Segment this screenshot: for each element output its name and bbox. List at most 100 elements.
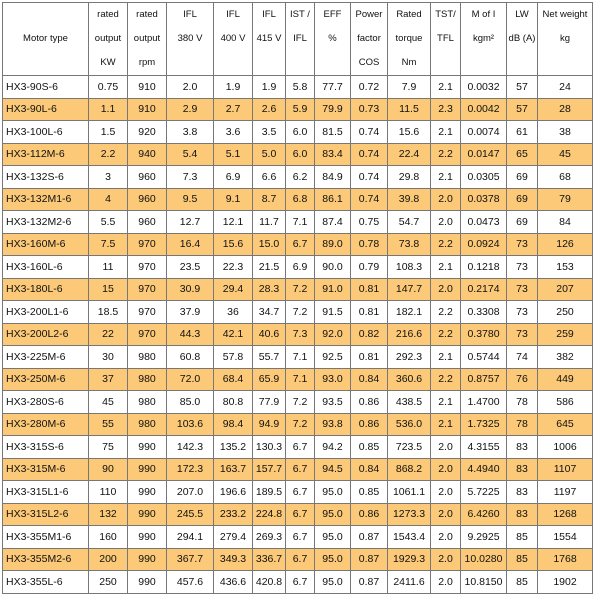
value-cell: 0.81 (350, 345, 388, 369)
value-cell: 3.6 (213, 120, 253, 144)
header-row: Motor type rated output KW rated output rpm IFL… (2, 2, 593, 76)
value-cell: 92.5 (314, 345, 351, 369)
value-cell: 6.7 (285, 435, 315, 459)
motor-type-cell: HX3-355M2-6 (2, 547, 89, 571)
header-text: output (133, 33, 161, 44)
value-cell: 157.7 (252, 457, 286, 481)
header-cell: rated output KW (88, 2, 128, 76)
value-cell: 110 (88, 480, 128, 504)
value-cell: 38 (537, 120, 593, 144)
value-cell: 108.3 (387, 255, 431, 279)
value-cell: 196.6 (213, 480, 253, 504)
motor-type-cell: HX3-280M-6 (2, 412, 89, 436)
value-cell: 37 (88, 367, 128, 391)
header-cell: TST/TFL (430, 2, 461, 76)
value-cell: 990 (127, 525, 167, 549)
value-cell: 7.5 (88, 232, 128, 256)
value-cell: 89.0 (314, 232, 351, 256)
value-cell: 78 (506, 412, 538, 436)
value-cell: 15 (88, 277, 128, 301)
header-cell: Power factor COS (350, 2, 388, 76)
value-cell: 382 (537, 345, 593, 369)
value-cell: 163.7 (213, 457, 253, 481)
value-cell: 95.0 (314, 480, 351, 504)
value-cell: 172.3 (166, 457, 214, 481)
value-cell: 2.1 (430, 165, 461, 189)
value-cell: 0.0147 (460, 142, 507, 166)
value-cell: 28 (537, 97, 593, 121)
value-cell: 98.4 (213, 412, 253, 436)
value-cell: 2.2 (430, 232, 461, 256)
motor-type-cell: HX3-200L2-6 (2, 322, 89, 346)
value-cell: 0.86 (350, 390, 388, 414)
motor-type-cell: HX3-90S-6 (2, 75, 89, 99)
value-cell: 16.4 (166, 232, 214, 256)
value-cell: 4.4940 (460, 457, 507, 481)
table-row: HX3-225M-6 30 980 60.8 57.8 55.7 7.1 92.5 0.81 29… (2, 345, 593, 369)
value-cell: 960 (127, 210, 167, 234)
value-cell: 6.0 (285, 120, 315, 144)
value-cell: 0.0032 (460, 75, 507, 99)
motor-type-cell: HX3-132S-6 (2, 165, 89, 189)
value-cell: 207 (537, 277, 593, 301)
value-cell: 438.5 (387, 390, 431, 414)
value-cell: 0.74 (350, 187, 388, 211)
table-row: HX3-90S-6 0.75 910 2.0 1.9 1.9 5.8 77.7 0.72 7.9 2… (2, 75, 593, 99)
value-cell: 79.9 (314, 97, 351, 121)
value-cell: 980 (127, 390, 167, 414)
motor-type-cell: HX3-315L1-6 (2, 480, 89, 504)
value-cell: 250 (88, 570, 128, 594)
motor-type-cell: HX3-180L-6 (2, 277, 89, 301)
table-row: HX3-200L1-6 18.5 970 37.9 36 34.7 7.2 91.5 0.81 1… (2, 300, 593, 324)
header-text: LW (515, 9, 529, 20)
value-cell: 22.4 (387, 142, 431, 166)
value-cell: 29.4 (213, 277, 253, 301)
header-cell: rated output rpm (127, 2, 167, 76)
value-cell: 0.8757 (460, 367, 507, 391)
value-cell: 93.5 (314, 390, 351, 414)
value-cell: 2.2 (430, 300, 461, 324)
header-cell: IFL 380 V (166, 2, 214, 76)
value-cell: 233.2 (213, 502, 253, 526)
value-cell: 11.5 (387, 97, 431, 121)
value-cell: 2.1 (430, 120, 461, 144)
value-cell: 73 (506, 255, 538, 279)
value-cell: 910 (127, 75, 167, 99)
value-cell: 990 (127, 435, 167, 459)
value-cell: 6.8 (285, 187, 315, 211)
table-row: HX3-160L-6 11 970 23.5 22.3 21.5 6.9 90.0 0.79 10… (2, 255, 593, 279)
value-cell: 970 (127, 322, 167, 346)
table-row: HX3-315L2-6 132 990 245.5 233.2 224.8 6.7 95.0 0… (2, 502, 593, 526)
value-cell: 0.79 (350, 255, 388, 279)
table-row: HX3-100L-6 1.5 920 3.8 3.6 3.5 6.0 81.5 0.74 15.6… (2, 120, 593, 144)
value-cell: 2.3 (430, 97, 461, 121)
value-cell: 1.4700 (460, 390, 507, 414)
value-cell: 73 (506, 322, 538, 346)
value-cell: 0.0378 (460, 187, 507, 211)
value-cell: 6.7 (285, 502, 315, 526)
value-cell: 61 (506, 120, 538, 144)
value-cell: 0.78 (350, 232, 388, 256)
value-cell: 294.1 (166, 525, 214, 549)
value-cell: 2.9 (166, 97, 214, 121)
value-cell: 0.82 (350, 322, 388, 346)
header-text: TST/ (435, 9, 456, 20)
header-text: IFL (183, 9, 197, 20)
value-cell: 12.7 (166, 210, 214, 234)
header-cell: M of I kgm² (460, 2, 507, 76)
value-cell: 2.0 (430, 210, 461, 234)
value-cell: 126 (537, 232, 593, 256)
value-cell: 83 (506, 457, 538, 481)
value-cell: 990 (127, 502, 167, 526)
value-cell: 95.0 (314, 547, 351, 571)
header-cell: LW dB (A) (506, 2, 538, 76)
value-cell: 970 (127, 300, 167, 324)
value-cell: 76 (506, 367, 538, 391)
value-cell: 9.1 (213, 187, 253, 211)
value-cell: 207.0 (166, 480, 214, 504)
value-cell: 73.8 (387, 232, 431, 256)
value-cell: 2.7 (213, 97, 253, 121)
value-cell: 24 (537, 75, 593, 99)
value-cell: 1543.4 (387, 525, 431, 549)
table-row: HX3-112M-6 2.2 940 5.4 5.1 5.0 6.0 83.4 0.74 22.4… (2, 142, 593, 166)
